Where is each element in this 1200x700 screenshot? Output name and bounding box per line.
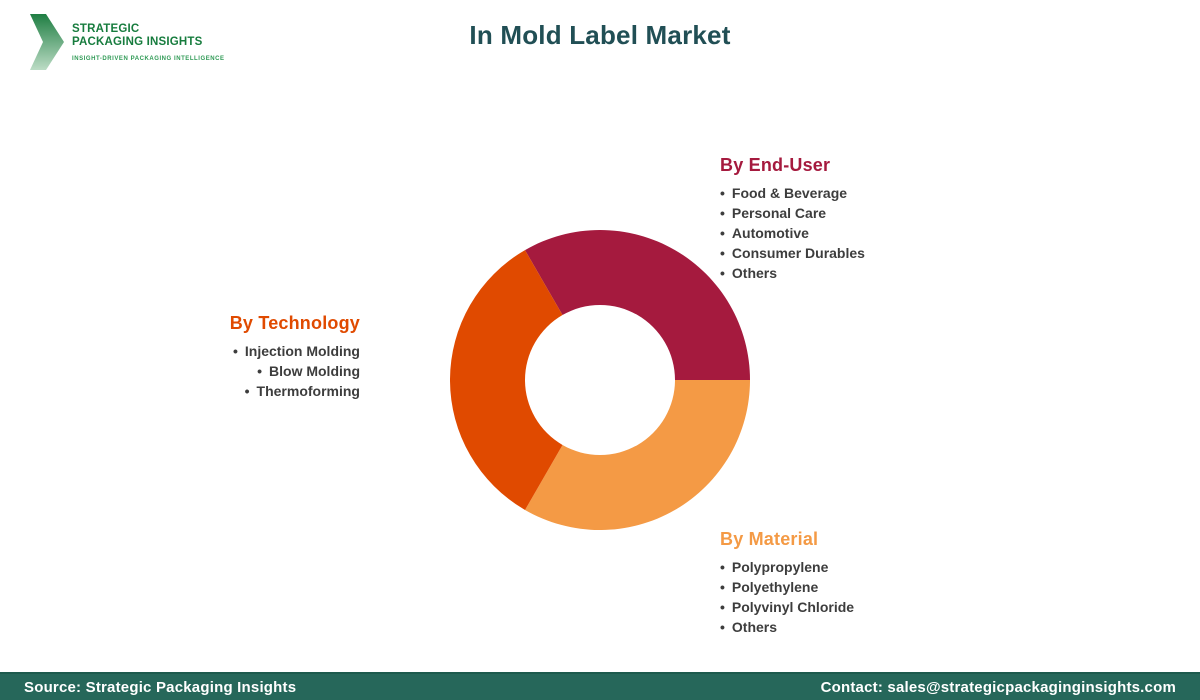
bullet-icon: • bbox=[720, 245, 725, 261]
legend-material: By Material • Polypropylene • Polyethylene •… bbox=[720, 528, 854, 637]
legend-item-label: Personal Care bbox=[731, 205, 827, 221]
legend-item: • Polyethylene bbox=[720, 577, 854, 597]
bullet-icon: • bbox=[720, 579, 725, 595]
legend-item-label: Food & Beverage bbox=[731, 185, 848, 201]
legend-item-label: Others bbox=[731, 265, 778, 281]
footer-contact: Contact: sales@strategicpackaginginsight… bbox=[820, 678, 1176, 696]
legend-item-label: Injection Molding bbox=[244, 343, 360, 359]
legend-item-label: Polypropylene bbox=[731, 559, 829, 575]
logo-text: STRATEGIC PACKAGING INSIGHTS INSIGHT-DRI… bbox=[72, 13, 225, 62]
legend-technology-list: • Injection Molding • Blow Molding • Thermofo… bbox=[160, 341, 360, 401]
bullet-icon: • bbox=[720, 205, 725, 221]
logo-line-2: PACKAGING INSIGHTS bbox=[72, 36, 203, 48]
legend-end-user-list: • Food & Beverage • Personal Care • Automotiv… bbox=[720, 183, 865, 283]
legend-item-label: Thermoforming bbox=[256, 383, 360, 399]
legend-item-label: Others bbox=[731, 619, 778, 635]
bullet-icon: • bbox=[720, 185, 725, 201]
bullet-icon: • bbox=[720, 619, 725, 635]
bullet-icon: • bbox=[720, 599, 725, 615]
legend-material-title: By Material bbox=[720, 529, 819, 549]
legend-item-label: Consumer Durables bbox=[731, 245, 865, 261]
legend-item-label: Blow Molding bbox=[269, 363, 360, 379]
footer-source: Source: Strategic Packaging Insights bbox=[24, 678, 297, 696]
legend-item: • Injection Molding bbox=[160, 341, 360, 361]
legend-item-label: Polyvinyl Chloride bbox=[731, 599, 855, 615]
legend-technology: By Technology • Injection Molding • Blow Mo… bbox=[160, 312, 360, 401]
legend-material-list: • Polypropylene • Polyethylene • Polyvinyl Ch… bbox=[720, 557, 854, 637]
bullet-icon: • bbox=[244, 383, 250, 399]
company-logo: STRATEGIC PACKAGING INSIGHTS INSIGHT-DRI… bbox=[30, 13, 225, 71]
chevron-logo-icon bbox=[30, 14, 64, 70]
logo-tagline: INSIGHT-DRIVEN PACKAGING INTELLIGENCE bbox=[72, 56, 225, 62]
legend-item: • Thermoforming bbox=[160, 381, 360, 401]
footer-bar: Source: Strategic Packaging Insights Con… bbox=[0, 672, 1200, 700]
legend-item: • Food & Beverage bbox=[720, 183, 865, 203]
legend-end-user: By End-User • Food & Beverage • Personal Ca… bbox=[720, 154, 865, 283]
legend-item: • Personal Care bbox=[720, 203, 865, 223]
donut-chart-svg bbox=[449, 230, 750, 531]
legend-item: • Polypropylene bbox=[720, 557, 854, 577]
bullet-icon: • bbox=[720, 265, 725, 281]
legend-item-label: Polyethylene bbox=[731, 579, 819, 595]
legend-item: • Consumer Durables bbox=[720, 243, 865, 263]
legend-item: • Automotive bbox=[720, 223, 865, 243]
donut-segment-by-material bbox=[525, 379, 750, 531]
donut-chart bbox=[449, 230, 750, 531]
legend-item: • Blow Molding bbox=[160, 361, 360, 381]
bullet-icon: • bbox=[232, 343, 238, 359]
bullet-icon: • bbox=[720, 225, 725, 241]
page-title: In Mold Label Market bbox=[469, 20, 731, 50]
legend-item-label: Automotive bbox=[731, 225, 809, 241]
legend-end-user-title: By End-User bbox=[720, 155, 831, 175]
legend-item: • Polyvinyl Chloride bbox=[720, 597, 854, 617]
donut-segment-by-technology bbox=[449, 250, 563, 510]
logo-line-1: STRATEGIC bbox=[72, 23, 140, 35]
legend-item: • Others bbox=[720, 617, 854, 637]
bullet-icon: • bbox=[720, 559, 725, 575]
legend-technology-title: By Technology bbox=[229, 313, 360, 333]
legend-item: • Others bbox=[720, 263, 865, 283]
donut-segment-by-end-user bbox=[525, 230, 750, 380]
bullet-icon: • bbox=[257, 363, 263, 379]
